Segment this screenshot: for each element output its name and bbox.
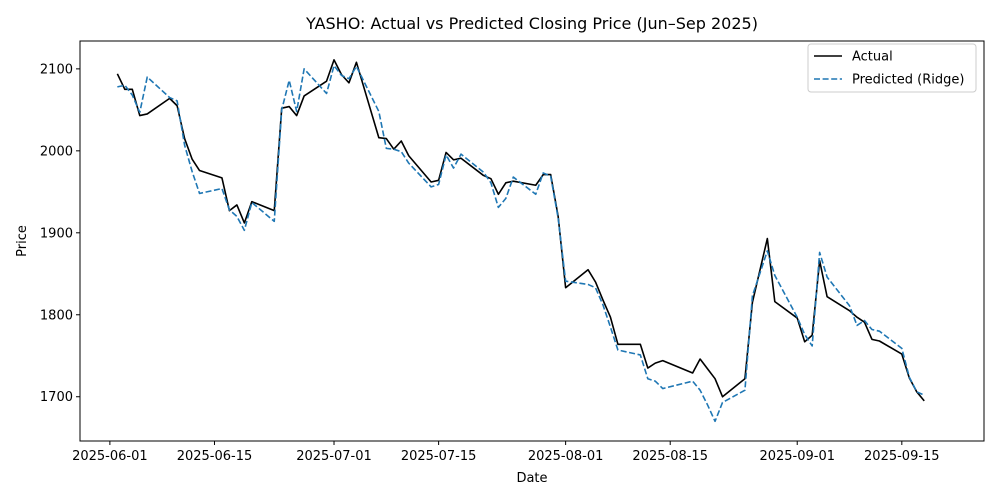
- plot-area-frame: [79, 40, 985, 442]
- x-tick-label: 2025-06-01: [72, 449, 148, 464]
- legend: Actual Predicted (Ridge): [807, 43, 977, 93]
- y-tick-label: 2100: [40, 62, 73, 77]
- x-tick-label: 2025-09-15: [864, 449, 940, 464]
- x-tick-label: 2025-06-15: [177, 449, 253, 464]
- x-tick-label: 2025-08-15: [632, 449, 708, 464]
- x-axis-label: Date: [516, 471, 547, 486]
- x-tick-label: 2025-07-01: [296, 449, 372, 464]
- legend-label-actual: Actual: [852, 50, 893, 65]
- y-axis: 1700 1800 1900 2000 2100: [40, 62, 80, 405]
- series-line-actual: [116, 59, 925, 402]
- chart-title: YASHO: Actual vs Predicted Closing Price…: [305, 14, 758, 33]
- y-tick-label: 1700: [40, 390, 73, 405]
- series-layer: [116, 59, 925, 423]
- legend-box: [807, 43, 977, 93]
- x-axis: 2025-06-01 2025-06-15 2025-07-01 2025-07-15…: [72, 441, 940, 464]
- y-tick-label: 2000: [40, 144, 73, 159]
- y-tick-label: 1800: [40, 308, 73, 323]
- y-tick-label: 1900: [40, 226, 73, 241]
- y-axis-label: Price: [15, 225, 30, 257]
- series-line-predicted: [117, 64, 925, 423]
- x-tick-label: 2025-07-15: [401, 449, 477, 464]
- x-tick-label: 2025-09-01: [759, 449, 835, 464]
- x-tick-label: 2025-08-01: [528, 449, 604, 464]
- legend-label-predicted: Predicted (Ridge): [852, 73, 964, 88]
